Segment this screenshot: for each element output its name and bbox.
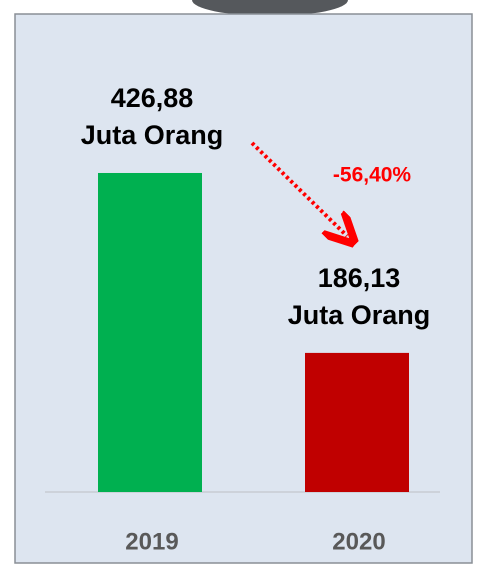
unit-label: Juta Orang [81,120,224,150]
value-label: 186,13 [318,263,401,293]
unit-label: Juta Orang [288,300,431,330]
value-label: 426,88 [111,83,194,113]
annotation: -56,40% [333,164,412,187]
chart: -56,40% 426,88 Juta Orang 2019 186,13 Juta O… [0,0,488,578]
x-tick-label: 2019 [125,528,178,555]
bar [98,173,202,492]
bar [305,353,409,492]
x-tick-label: 2020 [332,528,385,555]
